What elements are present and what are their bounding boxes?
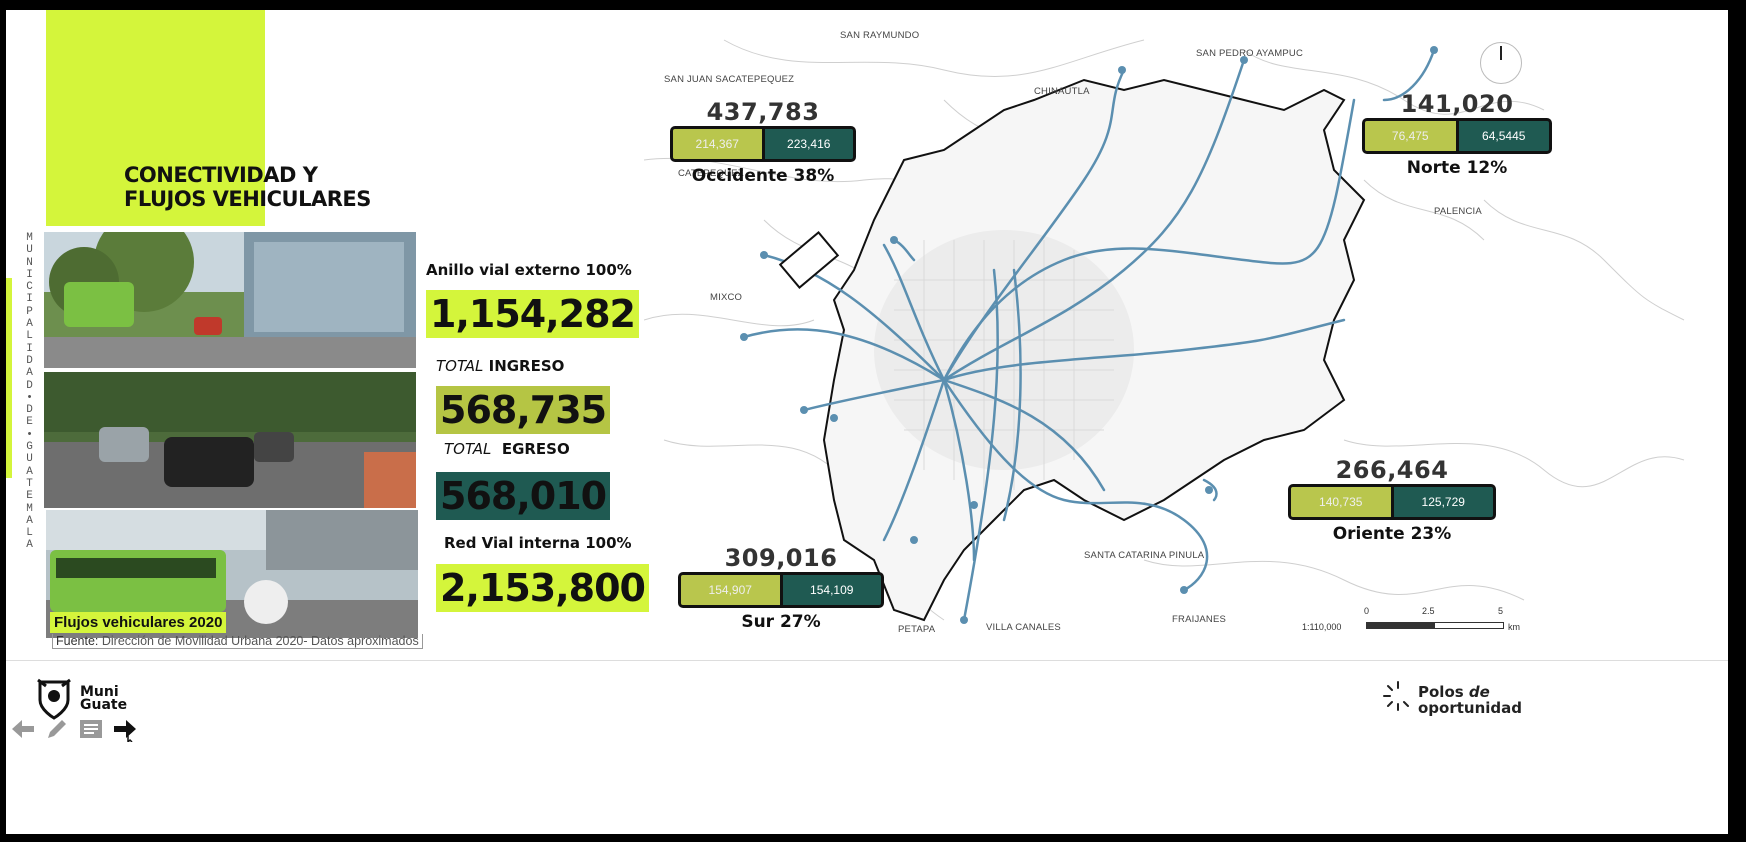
source-note: Fuente: Dirección de Movilidad Urbana 20… bbox=[52, 634, 423, 649]
photo-bus-avenue bbox=[44, 232, 416, 368]
region-egreso: 223,416 bbox=[764, 129, 853, 159]
polos-line-2: oportunidad bbox=[1418, 699, 1523, 717]
region-ingreso: 214,367 bbox=[673, 129, 762, 159]
region-split: 154,907 154,109 bbox=[678, 572, 884, 608]
place-san-raymundo: SAN RAYMUNDO bbox=[840, 30, 920, 41]
region-ingreso: 154,907 bbox=[681, 575, 780, 605]
slide: M U N I C I P A L I D A D • D E • G U A T E M A L A CONECTIVIDAD … bbox=[6, 10, 1728, 834]
sidebar-accent-bar bbox=[6, 278, 12, 478]
photo-bus-roundabout bbox=[46, 510, 418, 638]
polos-text: Polos de oportunidad bbox=[1418, 684, 1548, 716]
photo-caption: Flujos vehiculares 2020 bbox=[50, 612, 227, 633]
place-fraijanes: FRAIJANES bbox=[1172, 614, 1227, 625]
ingreso-prefix: TOTAL bbox=[436, 357, 484, 375]
region-norte: 141,020 76,475 64,5445 Norte 12% bbox=[1362, 90, 1552, 178]
region-split: 76,475 64,5445 bbox=[1362, 118, 1552, 154]
muni-guate-text: Muni Guate bbox=[80, 684, 140, 713]
region-oriente: 266,464 140,735 125,729 Oriente 23% bbox=[1288, 456, 1496, 544]
place-san-juan: SAN JUAN SACATEPEQUEZ bbox=[664, 74, 795, 85]
region-egreso: 125,729 bbox=[1393, 487, 1493, 517]
red-vial-value: 2,153,800 bbox=[436, 564, 649, 612]
vertical-org-name: M U N I C I P A L I D A D • D E • G U A T E M A L A bbox=[26, 232, 34, 552]
region-egreso: 64,5445 bbox=[1458, 121, 1549, 151]
compass-icon bbox=[1480, 42, 1522, 84]
region-egreso: 154,109 bbox=[782, 575, 881, 605]
anillo-value: 1,154,282 bbox=[426, 290, 639, 338]
place-petapa: PETAPA bbox=[898, 624, 936, 635]
polos-italic: de bbox=[1468, 683, 1490, 701]
source-label: Fuente: bbox=[56, 634, 99, 648]
presenter-toolbar bbox=[10, 716, 138, 742]
egreso-value: 568,010 bbox=[436, 472, 611, 520]
back-arrow-icon[interactable] bbox=[10, 716, 36, 742]
egreso-prefix: TOTAL bbox=[444, 440, 492, 458]
title-line-1: CONECTIVIDAD Y bbox=[124, 163, 318, 187]
ingreso-label: TOTAL INGRESO bbox=[436, 357, 564, 375]
scale-tick-2: 5 bbox=[1498, 606, 1504, 616]
region-total: 141,020 bbox=[1400, 90, 1514, 118]
region-ingreso: 76,475 bbox=[1365, 121, 1456, 151]
region-name: Norte 12% bbox=[1406, 158, 1508, 178]
city-map bbox=[644, 39, 1685, 624]
scale-tick-0: 0 bbox=[1364, 606, 1370, 616]
ingreso-value: 568,735 bbox=[436, 386, 611, 434]
pen-icon[interactable] bbox=[44, 716, 70, 742]
place-san-pedro: SAN PEDRO AYAMPUC bbox=[1196, 48, 1304, 59]
region-ingreso: 140,735 bbox=[1291, 487, 1391, 517]
egreso-word: EGRESO bbox=[501, 440, 570, 458]
shield-icon bbox=[37, 678, 71, 720]
region-name: Sur 27% bbox=[741, 612, 821, 632]
scale-tick-1: 2.5 bbox=[1422, 606, 1435, 616]
region-split: 140,735 125,729 bbox=[1288, 484, 1496, 520]
place-chinautla: CHINAUTLA bbox=[1034, 86, 1090, 97]
region-total: 437,783 bbox=[706, 98, 820, 126]
scale-bar bbox=[1366, 622, 1504, 629]
scale-unit: km bbox=[1508, 622, 1520, 632]
footer-divider bbox=[6, 660, 1728, 661]
slide-title: CONECTIVIDAD Y FLUJOS VEHICULARES bbox=[124, 163, 371, 211]
place-palencia: PALENCIA bbox=[1434, 206, 1482, 217]
region-total: 266,464 bbox=[1335, 456, 1449, 484]
accent-block bbox=[46, 10, 265, 226]
muni-line-1: Muni bbox=[80, 684, 119, 700]
region-name: Oriente 23% bbox=[1332, 524, 1452, 544]
menu-icon[interactable] bbox=[78, 716, 104, 742]
ingreso-word: INGRESO bbox=[488, 357, 565, 375]
red-vial-label: Red Vial interna 100% bbox=[444, 534, 632, 552]
region-name: Occidente 38% bbox=[691, 166, 835, 186]
egreso-label: TOTAL EGRESO bbox=[444, 440, 570, 458]
source-text: Dirección de Movilidad Urbana 2020- Dato… bbox=[101, 634, 419, 648]
place-villa-canales: VILLA CANALES bbox=[986, 622, 1061, 633]
region-occidente: 437,783 214,367 223,416 Occidente 38% bbox=[670, 98, 856, 186]
place-catepequez: CATEPEQUEZ bbox=[678, 168, 744, 179]
pointer-icon[interactable] bbox=[112, 716, 138, 742]
title-line-2: FLUJOS VEHICULARES bbox=[124, 187, 371, 211]
muni-line-2: Guate bbox=[80, 697, 128, 713]
place-santa-catarina: SANTA CATARINA PINULA bbox=[1084, 550, 1205, 561]
place-mixco: MIXCO bbox=[710, 292, 743, 303]
photo-traffic-road bbox=[44, 372, 416, 508]
anillo-label: Anillo vial externo 100% bbox=[426, 261, 632, 279]
polos-logo: Polos de oportunidad bbox=[1382, 680, 1522, 721]
polos-line-1: Polos bbox=[1418, 683, 1464, 701]
scale-ratio: 1:110,000 bbox=[1302, 622, 1342, 632]
sunburst-icon bbox=[1383, 681, 1409, 711]
region-split: 214,367 223,416 bbox=[670, 126, 856, 162]
region-total: 309,016 bbox=[724, 544, 838, 572]
region-sur: 309,016 154,907 154,109 Sur 27% bbox=[678, 544, 884, 632]
